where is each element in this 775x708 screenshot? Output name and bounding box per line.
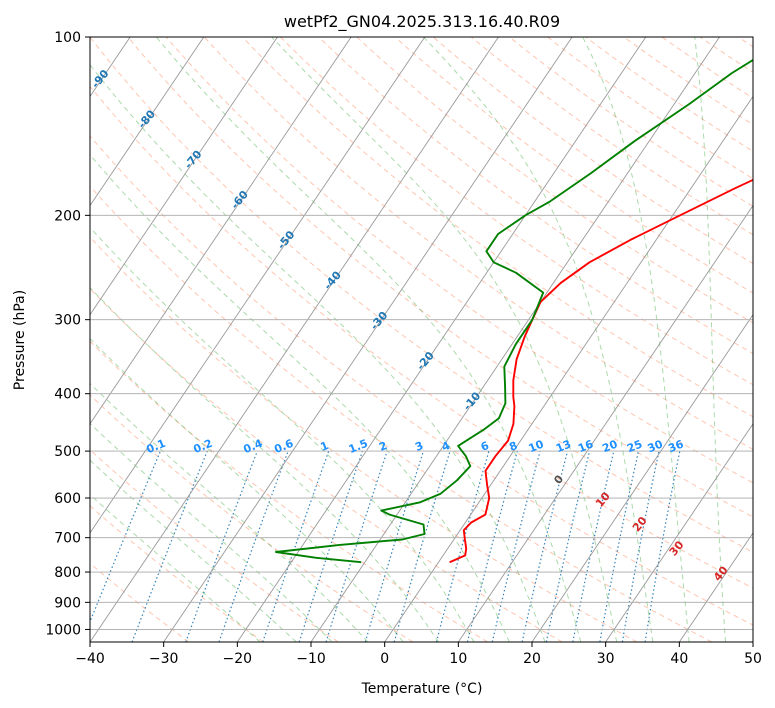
isotherm [752, 641, 753, 642]
x-tick-label: 30 [597, 651, 615, 667]
mixing-ratio-label: 1 [318, 439, 330, 454]
dry-adiabat [90, 449, 339, 642]
dry-adiabat [242, 37, 753, 418]
chart-title: wetPf2_GN04.2025.313.16.40.R09 [284, 12, 560, 32]
dry-adiabat [394, 37, 753, 294]
x-tick-label: −30 [149, 651, 179, 667]
y-tick-label: 300 [54, 313, 81, 329]
isotherm [0, 37, 56, 642]
mixing-ratio-label: 3 [413, 439, 425, 454]
dry-adiabat [90, 288, 563, 642]
moist-adiabat [90, 494, 261, 642]
x-axis-label: Temperature (°C) [361, 681, 483, 697]
moist-adiabat [90, 154, 510, 642]
moist-adiabat [90, 338, 404, 642]
moist-adiabat [694, 37, 727, 642]
x-tick-label: −10 [296, 651, 326, 667]
mixing-ratio-line [218, 450, 289, 642]
mixing-ratio-line [545, 450, 591, 642]
isotherm [90, 37, 278, 316]
y-tick-label: 400 [54, 387, 81, 403]
x-tick-label: 20 [523, 651, 541, 667]
isotherm [90, 37, 352, 425]
isotherm [90, 37, 426, 534]
mixing-ratio-line [262, 450, 330, 642]
isotherm [531, 313, 753, 642]
y-tick-label: 700 [54, 531, 81, 547]
y-tick-label: 1000 [45, 622, 81, 638]
moist-adiabat [90, 226, 475, 642]
y-axis: 100 200 300 400 500 600 700 800 900 1000 [45, 30, 90, 638]
isotherm [457, 204, 753, 642]
plot-frame [89, 36, 754, 643]
mixing-ratio-line [466, 450, 518, 642]
moist-adiabat [90, 459, 297, 642]
mixing-ratio-label: 20 [600, 437, 619, 455]
moist-adiabat [423, 37, 654, 642]
mixing-ratio-line [185, 450, 258, 642]
mixing-ratio-line [298, 450, 363, 642]
mixing-ratio-line [90, 450, 161, 624]
plot-background [90, 37, 753, 642]
dry-adiabat [90, 37, 753, 553]
y-tick-label: 100 [54, 30, 81, 46]
dry-adiabat [509, 37, 753, 207]
isotherm [678, 532, 753, 642]
dry-adiabat [318, 37, 753, 355]
isotherm [605, 422, 753, 642]
temperature-line [449, 178, 753, 564]
mixing-ratio-label: 25 [625, 438, 644, 456]
mixing-ratio-label: 16 [576, 437, 595, 455]
moist-adiabat [90, 64, 546, 642]
dry-adiabat [585, 37, 753, 152]
y-tick-label: 800 [54, 565, 81, 581]
mixing-ratio-label: 30 [646, 437, 665, 455]
isotherm [90, 37, 205, 207]
mixing-ratio-label: 2 [377, 439, 389, 454]
y-tick-label: 600 [54, 491, 81, 507]
mixing-ratio-line [364, 450, 424, 642]
background-lines [0, 37, 753, 642]
moist-adiabat [90, 382, 369, 642]
mixing-ratio-label: 13 [554, 438, 573, 456]
x-tick-label: 0 [380, 651, 389, 667]
dry-adiabat [280, 37, 753, 386]
x-tick-label: −20 [223, 651, 253, 667]
mixing-ratio-label: 36 [666, 437, 685, 455]
x-axis: −40 −30 −20 −10 0 10 20 30 40 50 [75, 642, 762, 667]
moist-adiabat [582, 37, 690, 642]
x-tick-label: 10 [449, 651, 467, 667]
y-axis-label: Pressure (hPa) [12, 290, 28, 390]
mixing-ratio-line [325, 450, 388, 642]
x-tick-label: 40 [670, 651, 688, 667]
dewpoint-line [275, 58, 753, 564]
isotherm [384, 95, 753, 642]
isotherm [236, 37, 647, 642]
mixing-ratio-label: 8 [507, 439, 519, 454]
dry-adiabat [547, 37, 753, 180]
mixing-ratio-line [131, 450, 208, 642]
isotherm [163, 37, 573, 642]
profile-series [275, 58, 753, 564]
mixing-ratio-label: 10 [527, 437, 546, 455]
dry-adiabat [90, 505, 264, 642]
moist-adiabat [155, 37, 582, 642]
mixing-ratio-line [435, 450, 490, 642]
mixing-ratio-line [521, 450, 569, 642]
y-tick-label: 200 [54, 208, 81, 224]
x-tick-label: −40 [75, 651, 105, 667]
dry-adiabat [90, 135, 753, 626]
x-tick-label: 50 [744, 651, 762, 667]
y-tick-label: 900 [54, 595, 81, 611]
dry-adiabat [356, 37, 753, 324]
isotherm [90, 37, 499, 642]
dry-adiabat [90, 85, 753, 589]
y-tick-label: 500 [54, 444, 81, 460]
